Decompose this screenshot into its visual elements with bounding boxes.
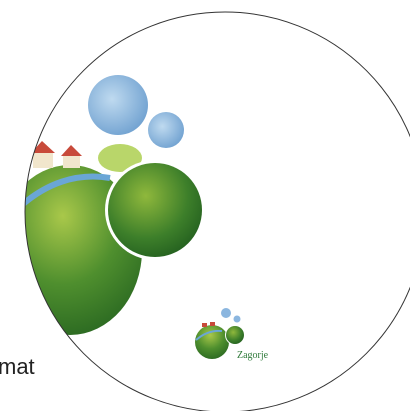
house xyxy=(61,145,82,168)
side-label: mat xyxy=(0,354,35,379)
disc-outline xyxy=(24,11,410,411)
blue-bubble xyxy=(88,75,148,135)
logo-label: Zagorje xyxy=(237,350,269,361)
logo xyxy=(195,308,245,359)
river xyxy=(25,173,111,208)
house xyxy=(31,141,55,168)
bush xyxy=(98,144,142,172)
round-hill xyxy=(108,163,202,257)
blue-bubble xyxy=(148,112,184,148)
